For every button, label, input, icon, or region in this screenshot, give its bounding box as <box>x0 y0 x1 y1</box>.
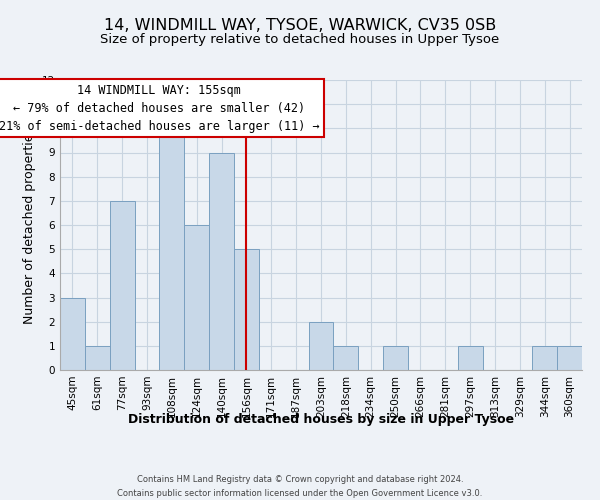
Bar <box>85 346 110 370</box>
Bar <box>383 346 408 370</box>
Text: 14 WINDMILL WAY: 155sqm
← 79% of detached houses are smaller (42)
21% of semi-de: 14 WINDMILL WAY: 155sqm ← 79% of detache… <box>0 84 320 132</box>
Bar <box>557 346 582 370</box>
Bar <box>209 152 234 370</box>
Bar <box>184 225 209 370</box>
Text: Size of property relative to detached houses in Upper Tysoe: Size of property relative to detached ho… <box>100 32 500 46</box>
Bar <box>60 298 85 370</box>
Text: Distribution of detached houses by size in Upper Tysoe: Distribution of detached houses by size … <box>128 412 514 426</box>
Text: 14, WINDMILL WAY, TYSOE, WARWICK, CV35 0SB: 14, WINDMILL WAY, TYSOE, WARWICK, CV35 0… <box>104 18 496 32</box>
Bar <box>308 322 334 370</box>
Bar <box>110 201 134 370</box>
Bar <box>532 346 557 370</box>
Bar <box>160 128 184 370</box>
Bar <box>458 346 482 370</box>
Text: Contains HM Land Registry data © Crown copyright and database right 2024.
Contai: Contains HM Land Registry data © Crown c… <box>118 476 482 498</box>
Bar <box>334 346 358 370</box>
Bar <box>234 249 259 370</box>
Y-axis label: Number of detached properties: Number of detached properties <box>23 126 37 324</box>
